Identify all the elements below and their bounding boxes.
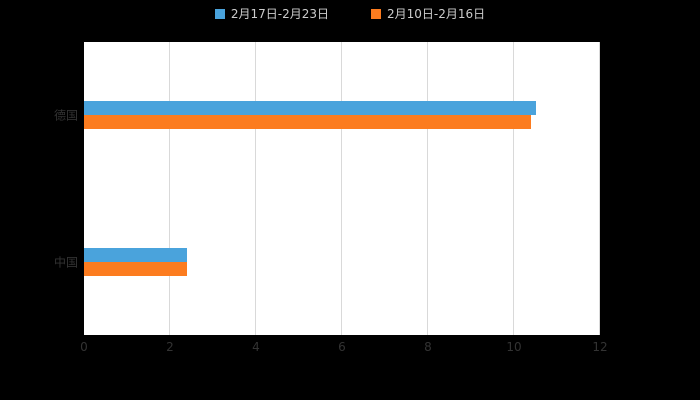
bar-week1	[84, 261, 188, 276]
legend-item-week2[interactable]: 2月17日-2月23日	[214, 7, 329, 21]
y-axis-category-label: 德国	[53, 108, 78, 123]
x-axis-tick-label: 4	[252, 340, 260, 354]
legend-item-week1[interactable]: 2月10日-2月16日	[371, 8, 485, 20]
gridline	[513, 42, 514, 335]
y-axis-category-label: 中国	[53, 255, 78, 270]
legend-swatch	[214, 9, 225, 19]
bar-week1	[84, 115, 532, 130]
x-axis-tick-label: 0	[80, 340, 88, 354]
x-axis-tick-label: 12	[592, 340, 608, 354]
gridline	[599, 42, 600, 335]
plot-area	[84, 42, 600, 335]
chart-legend: 2月17日-2月23日 2月10日-2月16日	[0, 8, 700, 20]
x-axis-tick-label: 8	[424, 340, 432, 354]
x-axis-tick-label: 2	[166, 340, 174, 354]
legend-label: 2月17日-2月23日	[230, 7, 329, 21]
gridline	[169, 42, 170, 335]
gridline	[255, 42, 256, 335]
bar-week2	[84, 247, 188, 262]
x-axis-tick-label: 10	[506, 340, 522, 354]
x-axis-tick-label: 6	[338, 340, 346, 354]
legend-label: 2月10日-2月16日	[387, 7, 486, 21]
bar-week2	[84, 101, 536, 116]
legend-swatch	[371, 9, 381, 19]
gridline	[341, 42, 342, 335]
gridline	[427, 42, 428, 335]
